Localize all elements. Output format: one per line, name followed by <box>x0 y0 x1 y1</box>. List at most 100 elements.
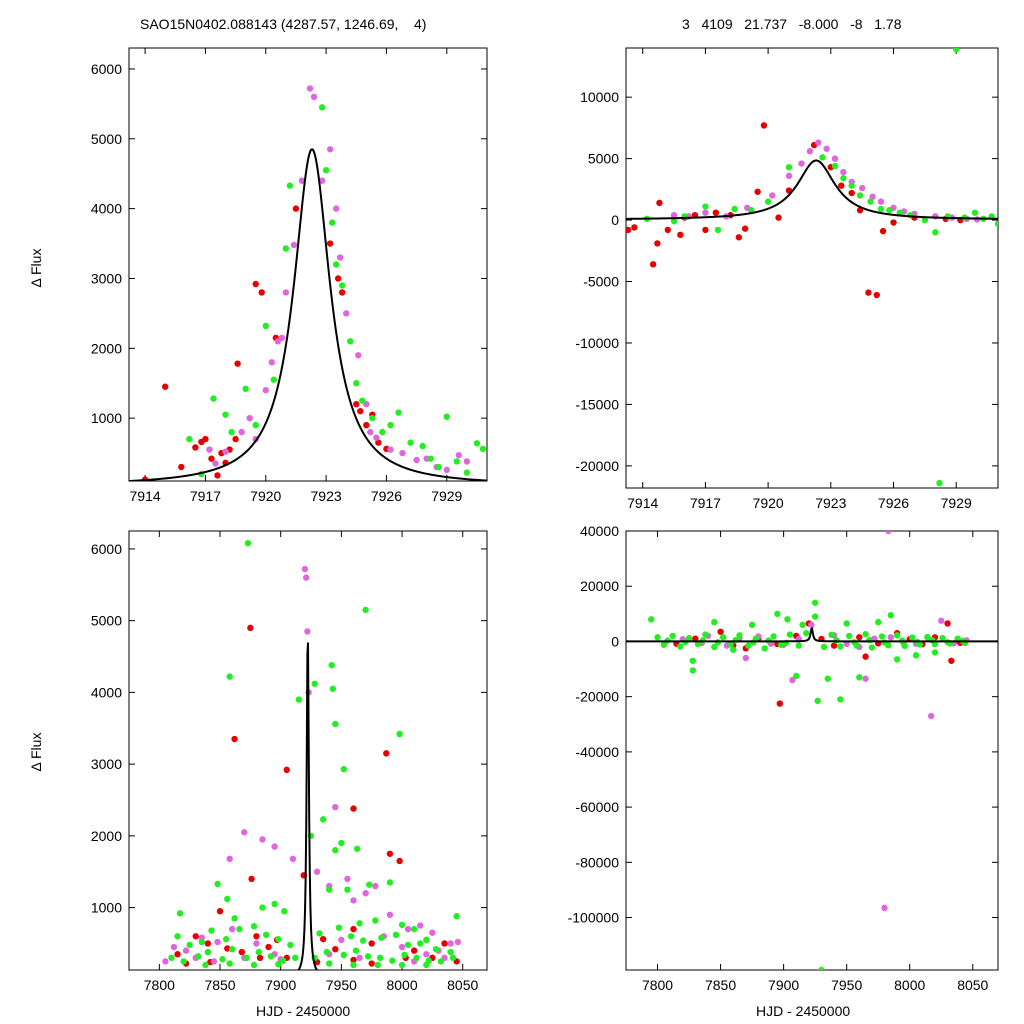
data-point-green <box>242 385 249 393</box>
data-point-green <box>837 643 844 650</box>
data-point-green <box>803 629 810 637</box>
data-point-green <box>729 646 737 653</box>
data-point-green <box>202 961 209 969</box>
data-point-magenta <box>404 925 412 933</box>
data-point-red <box>350 956 357 964</box>
y-tick-label: -5000 <box>583 274 619 290</box>
data-point-green <box>279 957 287 964</box>
data-point-magenta <box>423 951 430 958</box>
x-tick-label: 8000 <box>894 977 925 993</box>
panel-top-right: 7914 7917 7920 7923 7926 7929 -20000 -15000 -100… <box>575 47 999 511</box>
data-point-green <box>338 839 345 847</box>
data-point-green <box>828 631 835 639</box>
y-tick-label: 5000 <box>588 151 619 167</box>
data-point-magenta <box>350 897 357 904</box>
data-point-magenta <box>367 428 374 436</box>
data-point-green <box>971 209 979 216</box>
y-tick-label: -20000 <box>575 458 619 474</box>
y-tick-label: 2000 <box>91 828 122 844</box>
data-point-green <box>702 631 709 638</box>
data-point-green <box>881 639 888 646</box>
data-point-magenta <box>858 184 866 192</box>
data-point-magenta <box>210 958 218 965</box>
data-point-red <box>776 700 784 707</box>
data-point-green <box>893 656 901 663</box>
y-tick-label: 40000 <box>580 523 619 539</box>
data-point-green <box>711 643 718 651</box>
x-tick-label: 7900 <box>768 977 799 993</box>
data-point-green <box>856 192 864 199</box>
model-curve <box>297 642 319 970</box>
data-point-green <box>262 931 270 939</box>
data-point-green <box>648 616 655 623</box>
data-point-green <box>360 937 367 944</box>
data-point-magenta <box>170 943 178 951</box>
data-point-green <box>228 428 235 436</box>
data-point-red <box>717 628 724 635</box>
data-point-magenta <box>881 904 888 912</box>
data-point-green <box>953 48 960 53</box>
data-point-red <box>948 657 955 664</box>
y-tick-label: 3000 <box>91 756 122 772</box>
data-point-green <box>785 164 793 171</box>
data-point-red <box>265 943 272 951</box>
data-point-green <box>372 917 379 924</box>
data-point-magenta <box>885 531 892 535</box>
y-tick-label: -100000 <box>568 910 620 926</box>
x-tick-label: 7929 <box>431 488 462 504</box>
data-point-red <box>258 289 265 296</box>
data-point-magenta <box>226 855 233 863</box>
x-tick-label: 7800 <box>642 977 673 993</box>
data-point-green <box>270 376 278 383</box>
data-point-red <box>656 199 663 207</box>
data-point-magenta <box>887 634 895 641</box>
data-point-magenta <box>798 160 805 167</box>
data-point-green <box>356 920 363 927</box>
data-point-green <box>401 951 408 959</box>
data-point-red <box>396 857 403 865</box>
data-point-green <box>377 954 384 962</box>
data-point-green <box>347 338 354 345</box>
data-point-green <box>262 322 269 330</box>
data-point-magenta <box>702 209 709 216</box>
data-point-green <box>677 643 684 650</box>
x-tick-label: 7800 <box>144 977 175 993</box>
data-point-green <box>362 606 369 614</box>
data-point-magenta <box>815 139 822 146</box>
data-point-red <box>848 189 855 197</box>
data-point-green <box>319 816 327 823</box>
data-point-magenta <box>302 574 310 581</box>
right-title: 3 4109 21.737 -8.000 -8 1.78 <box>682 16 902 32</box>
x-tick-label: 7920 <box>250 488 281 504</box>
y-tick-label: -15000 <box>575 396 619 412</box>
data-point-red <box>208 455 215 462</box>
data-point-green <box>323 948 331 956</box>
data-point-red <box>649 261 657 268</box>
x-tick-label: 7900 <box>265 977 296 993</box>
x-tick-label: 7914 <box>627 495 658 511</box>
data-point-green <box>932 229 939 236</box>
data-point-green <box>862 631 869 638</box>
data-point-red <box>162 383 169 390</box>
data-point-red <box>319 935 327 943</box>
data-point-green <box>831 162 839 170</box>
data-point-red <box>178 463 185 471</box>
data-point-green <box>432 945 440 953</box>
x-tick-label: 7950 <box>831 977 862 993</box>
data-point-magenta <box>214 938 221 946</box>
data-point-green <box>366 881 373 888</box>
data-point-green <box>275 961 282 968</box>
data-point-green <box>286 182 294 189</box>
data-point-green <box>198 938 206 946</box>
data-point-red <box>375 439 382 446</box>
data-point-red <box>865 289 872 296</box>
x-tick-label: 7950 <box>326 977 357 993</box>
data-point-magenta <box>306 85 314 92</box>
data-point-green <box>896 209 903 216</box>
x-tick-label: 8050 <box>957 977 988 993</box>
data-point-green <box>222 411 229 418</box>
data-point-green <box>328 219 336 226</box>
data-point-green <box>318 104 326 111</box>
model-curve <box>129 148 487 481</box>
data-point-green <box>214 880 221 888</box>
